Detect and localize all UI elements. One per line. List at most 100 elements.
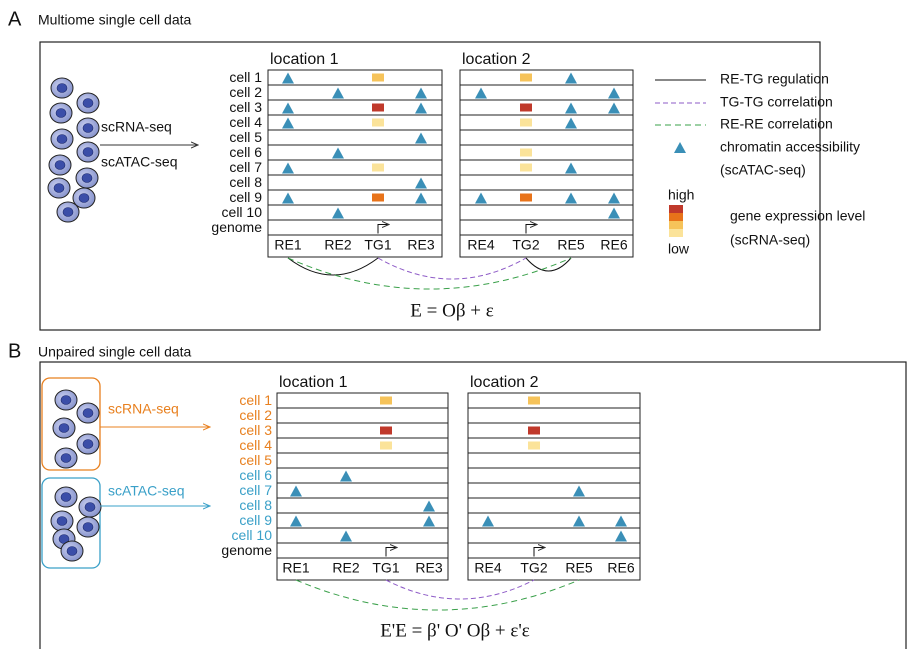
- expression-mark: [372, 73, 384, 82]
- cell-nucleus: [62, 207, 74, 217]
- accessibility-mark: [290, 515, 302, 527]
- expression-mark: [528, 441, 540, 450]
- panel-letter: B: [8, 340, 21, 362]
- legend-label: gene expression level: [730, 208, 865, 224]
- legend-swatch: [669, 229, 683, 237]
- cell-nucleus: [82, 522, 94, 532]
- equation: E'E = β' O' Oβ + ε'ε: [380, 620, 530, 641]
- expression-mark: [380, 441, 392, 450]
- cell-label: cell 2: [229, 84, 262, 100]
- cell-nucleus: [56, 516, 68, 526]
- legend-label: RE-RE correlation: [720, 116, 833, 132]
- cell-nucleus: [60, 395, 72, 405]
- genome-label: genome: [221, 542, 272, 558]
- element-label: TG2: [512, 237, 539, 253]
- equation: E = Oβ + ε: [410, 300, 493, 321]
- element-label: RE6: [600, 237, 627, 253]
- element-label: TG1: [372, 560, 399, 576]
- re-re-arc: [295, 579, 580, 611]
- promoter-arrow: [533, 548, 545, 557]
- assay-label: scRNA-seq: [101, 119, 172, 135]
- element-label: RE6: [607, 560, 634, 576]
- legend-label: TG-TG correlation: [720, 94, 833, 110]
- location-label: location 2: [462, 51, 531, 68]
- accessibility-mark: [415, 132, 427, 144]
- expression-mark: [372, 103, 384, 112]
- accessibility-mark: [565, 72, 577, 84]
- accessibility-mark: [340, 470, 352, 482]
- location-frame: [459, 69, 634, 258]
- panel-a-frame: [39, 41, 821, 331]
- cell-label: cell 2: [239, 407, 272, 423]
- location-label: location 2: [470, 374, 539, 391]
- element-label: RE3: [407, 237, 434, 253]
- re-re-arc: [287, 257, 572, 290]
- accessibility-mark: [282, 117, 294, 129]
- cell-nucleus: [82, 98, 94, 108]
- cell-nucleus: [81, 173, 93, 183]
- accessibility-mark: [565, 117, 577, 129]
- legend-label: high: [668, 187, 694, 203]
- expression-mark: [520, 103, 532, 112]
- panel-title: Multiome single cell data: [38, 12, 192, 28]
- cell-label: cell 3: [229, 99, 262, 115]
- accessibility-mark: [615, 530, 627, 542]
- cell-label: cell 3: [239, 422, 272, 438]
- cell-label: cell 6: [229, 144, 262, 160]
- legend-label: RE-TG regulation: [720, 71, 829, 87]
- legend-label: low: [668, 241, 690, 257]
- element-label: TG1: [364, 237, 391, 253]
- expression-mark: [528, 426, 540, 435]
- accessibility-mark: [482, 515, 494, 527]
- accessibility-mark: [573, 515, 585, 527]
- accessibility-mark: [674, 142, 686, 153]
- location-label: location 1: [270, 51, 339, 68]
- promoter-arrow: [385, 548, 397, 557]
- cell-label: cell 4: [229, 114, 262, 130]
- accessibility-mark: [282, 102, 294, 114]
- rna-group-frame: [41, 377, 101, 471]
- cell-nucleus: [66, 546, 78, 556]
- cell-label: cell 10: [222, 204, 263, 220]
- accessibility-mark: [565, 102, 577, 114]
- accessibility-mark: [282, 72, 294, 84]
- cell-label: cell 6: [239, 467, 272, 483]
- panel-b-frame: [39, 361, 907, 649]
- location-label: location 1: [279, 374, 348, 391]
- element-label: RE4: [467, 237, 494, 253]
- cell-nucleus: [56, 134, 68, 144]
- element-label: RE1: [274, 237, 301, 253]
- cell-label: cell 8: [229, 174, 262, 190]
- accessibility-mark: [282, 192, 294, 204]
- accessibility-mark: [573, 485, 585, 497]
- cell-nucleus: [82, 439, 94, 449]
- element-label: RE2: [332, 560, 359, 576]
- accessibility-mark: [475, 192, 487, 204]
- cell-label: cell 1: [239, 392, 272, 408]
- element-label: RE1: [282, 560, 309, 576]
- cell-label: cell 10: [232, 527, 273, 543]
- panel-letter: A: [8, 8, 22, 30]
- expression-mark: [520, 193, 532, 202]
- accessibility-mark: [332, 147, 344, 159]
- accessibility-mark: [415, 102, 427, 114]
- promoter-arrow: [377, 225, 389, 234]
- expression-mark: [372, 163, 384, 172]
- cell-nucleus: [82, 408, 94, 418]
- re-tg-arc: [525, 257, 572, 272]
- tg-tg-arc: [377, 257, 527, 280]
- accessibility-mark: [423, 500, 435, 512]
- cell-label: cell 9: [229, 189, 262, 205]
- cell-nucleus: [58, 423, 70, 433]
- legend-swatch: [669, 205, 683, 213]
- expression-mark: [520, 73, 532, 82]
- promoter-arrow: [525, 225, 537, 234]
- element-label: RE5: [557, 237, 584, 253]
- cell-label: cell 5: [239, 452, 272, 468]
- legend-swatch: [669, 221, 683, 229]
- accessibility-mark: [608, 192, 620, 204]
- element-label: TG2: [520, 560, 547, 576]
- accessibility-mark: [415, 192, 427, 204]
- cell-nucleus: [82, 123, 94, 133]
